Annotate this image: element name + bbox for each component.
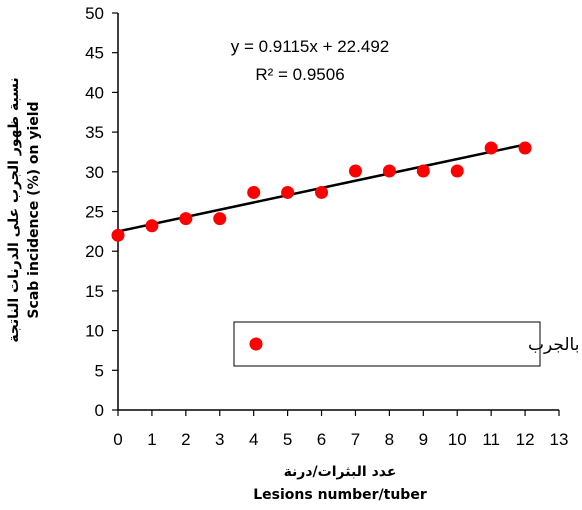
y-tick-label: 0 bbox=[95, 401, 104, 420]
legend: نسبة الدرنات المصابة بالجرب bbox=[233, 321, 582, 367]
legend-label: نسبة الدرنات المصابة بالجرب bbox=[528, 335, 582, 355]
x-tick-label: 11 bbox=[482, 430, 500, 449]
data-point bbox=[315, 185, 329, 199]
data-point bbox=[145, 219, 159, 233]
y-tick-label: 40 bbox=[85, 83, 104, 102]
x-tick-label: 1 bbox=[147, 430, 156, 449]
data-point bbox=[382, 164, 396, 178]
x-tick-label: 10 bbox=[448, 430, 467, 449]
y-axis-label: Scab incidence (%) on yield bbox=[26, 101, 42, 318]
y-ticks: 0 5 10 15 20 25 30 35 40 45 50 bbox=[85, 4, 118, 420]
legend-marker bbox=[249, 337, 263, 351]
y-tick-label: 20 bbox=[85, 242, 104, 261]
y-axis-label-arabic: نسبة ظهور الجرب على الدرنات الناتجة bbox=[6, 77, 22, 342]
x-tick-label: 9 bbox=[419, 430, 428, 449]
data-point bbox=[348, 164, 362, 178]
x-tick-label: 7 bbox=[351, 430, 360, 449]
x-tick-label: 0 bbox=[113, 430, 122, 449]
r-squared-label: R² = 0.9506 bbox=[255, 65, 344, 84]
data-point bbox=[450, 164, 464, 178]
equation-label: y = 0.9115x + 22.492 bbox=[231, 37, 389, 56]
data-point bbox=[518, 141, 532, 155]
x-axis-label-arabic: عدد البثرات/درنة bbox=[284, 464, 397, 480]
y-tick-label: 10 bbox=[85, 322, 104, 341]
x-tick-label: 6 bbox=[317, 430, 326, 449]
data-point bbox=[111, 228, 125, 242]
data-point bbox=[484, 141, 498, 155]
y-tick-label: 5 bbox=[95, 361, 104, 380]
data-point bbox=[416, 164, 430, 178]
x-tick-label: 13 bbox=[550, 430, 569, 449]
x-axis-label: Lesions number/tuber bbox=[253, 487, 427, 503]
data-points bbox=[111, 141, 532, 242]
y-tick-label: 45 bbox=[85, 44, 104, 63]
x-tick-label: 4 bbox=[249, 430, 258, 449]
x-tick-label: 5 bbox=[283, 430, 292, 449]
data-point bbox=[213, 212, 227, 226]
data-point bbox=[179, 212, 193, 226]
y-tick-label: 30 bbox=[85, 163, 104, 182]
data-point bbox=[247, 185, 261, 199]
x-ticks: 0 1 2 3 4 5 6 7 8 9 10 11 12 13 bbox=[113, 410, 568, 449]
x-tick-label: 2 bbox=[181, 430, 190, 449]
y-tick-label: 15 bbox=[85, 282, 104, 301]
y-tick-label: 25 bbox=[85, 203, 104, 222]
data-point bbox=[281, 185, 295, 199]
y-tick-label: 50 bbox=[85, 4, 104, 23]
y-tick-label: 35 bbox=[85, 123, 104, 142]
legend-box bbox=[233, 321, 541, 367]
x-tick-label: 12 bbox=[516, 430, 535, 449]
x-tick-label: 3 bbox=[215, 430, 224, 449]
x-tick-label: 8 bbox=[385, 430, 394, 449]
